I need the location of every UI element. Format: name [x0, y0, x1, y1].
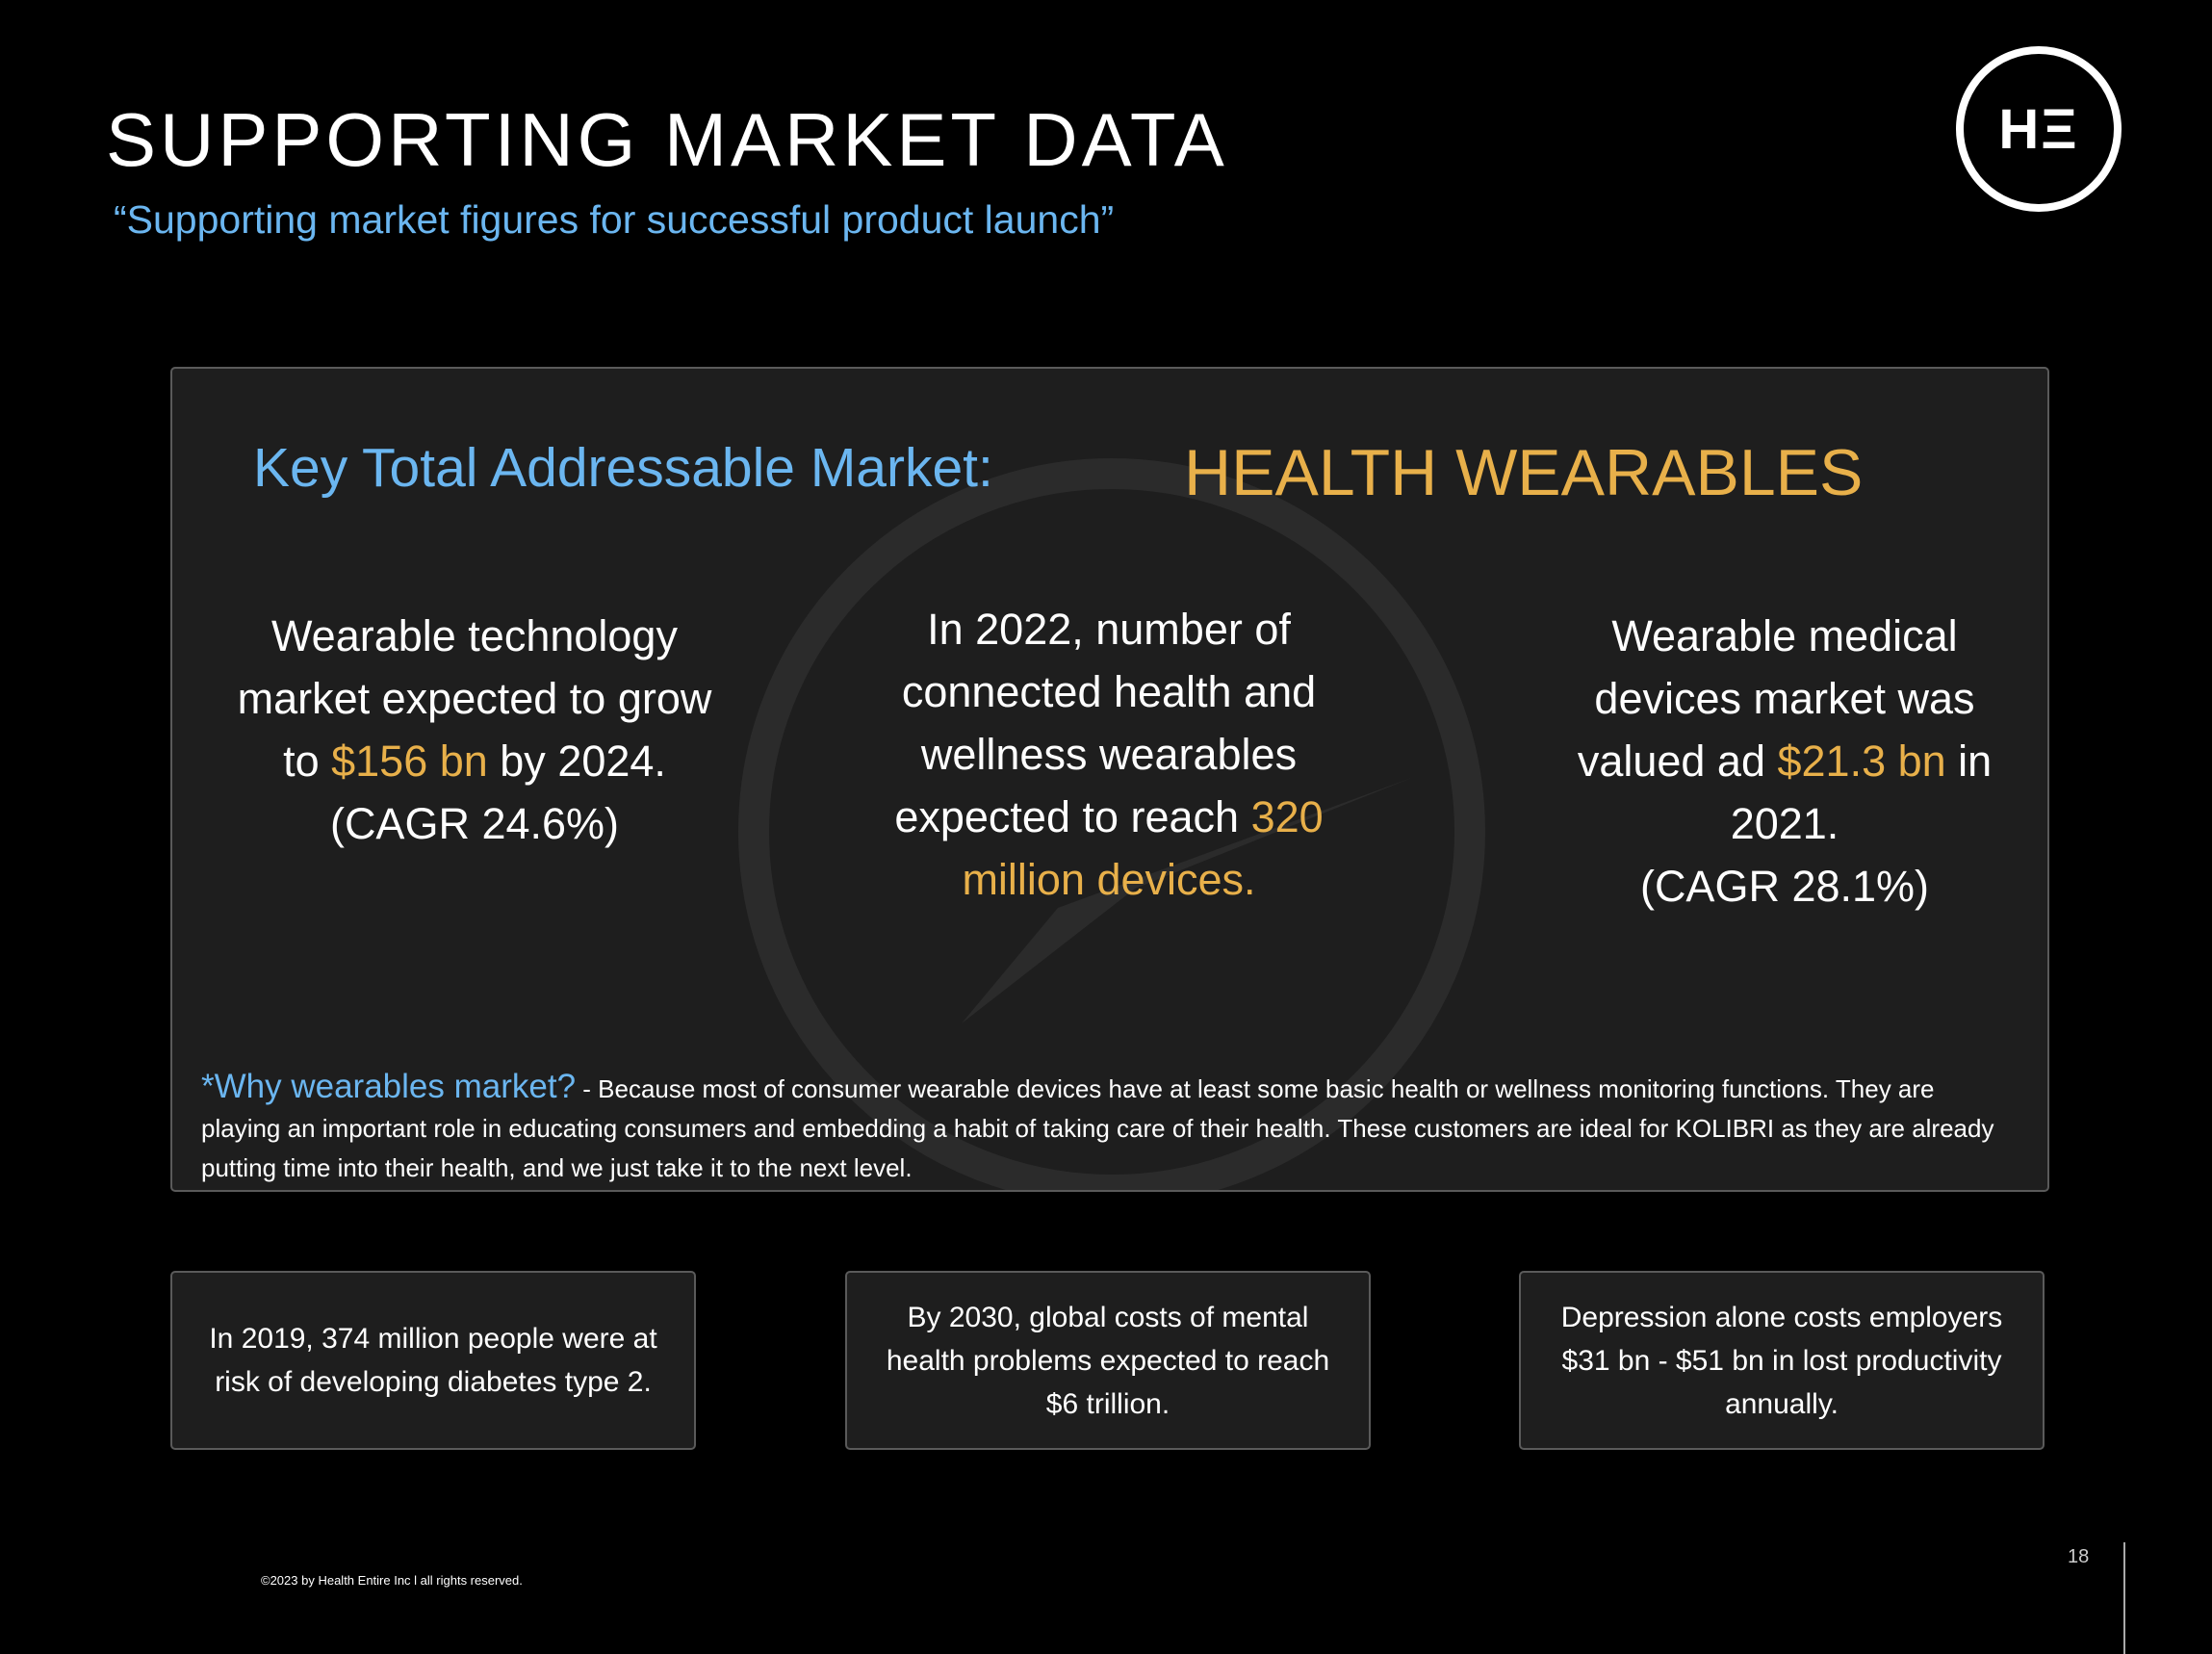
fact-box: By 2030, global costs of mental health p… [845, 1271, 1371, 1450]
watermark-ring [738, 458, 1485, 1190]
market-segment: HEALTH WEARABLES [1184, 436, 1864, 509]
stat-highlight: 320 million devices. [962, 792, 1324, 904]
stat: Wearable technology market expected to g… [234, 605, 715, 855]
stat-text: in 2021. [1730, 737, 1993, 848]
stat-text: by 2024. (CAGR 24.6%) [329, 737, 666, 848]
stat-text: Wearable technology market expected to g… [237, 611, 712, 786]
stat-highlight: $156 bn [331, 737, 488, 786]
stat-text: Wearable medical devices market was valu… [1577, 611, 1975, 786]
market-panel: Key Total Addressable Market: HEALTH WEA… [170, 367, 2049, 1192]
stat: Wearable medical devices market was valu… [1544, 605, 2025, 917]
why-text: - Because most of consumer wearable devi… [201, 1074, 1994, 1182]
title: SUPPORTING MARKET DATA [106, 97, 1228, 182]
fact-box: In 2019, 374 million people were at risk… [170, 1271, 696, 1450]
subtitle: “Supporting market figures for successfu… [114, 197, 1115, 242]
fact-box: Depression alone costs employers $31 bn … [1519, 1271, 2045, 1450]
divider [2123, 1542, 2125, 1654]
copyright: ©2023 by Health Entire Inc l all rights … [261, 1573, 523, 1588]
stat: In 2022, number of connected health and … [868, 598, 1350, 911]
stat-text: (CAGR 28.1%) [1639, 862, 1930, 911]
page-number: 18 [2068, 1546, 2090, 1567]
why-label: *Why wearables market? [201, 1068, 577, 1105]
watermark [738, 458, 1485, 1190]
logo: HΞ [1956, 46, 2122, 212]
stat-text: In 2022, number of connected health and … [894, 605, 1317, 841]
market-heading: Key Total Addressable Market: [253, 437, 993, 499]
stat-highlight: $21.3 bn [1777, 737, 1946, 786]
why-note: *Why wearables market? - Because most of… [201, 1067, 2020, 1188]
